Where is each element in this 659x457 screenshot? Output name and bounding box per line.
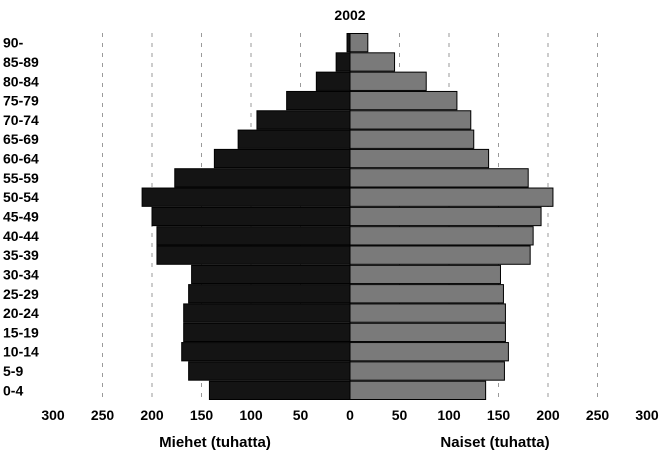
bar-women-70-74 xyxy=(349,110,472,130)
x-tick-label: 150 xyxy=(190,407,214,423)
bar-men-55-59 xyxy=(174,168,351,188)
bar-men-35-39 xyxy=(156,245,351,265)
x-tick-label: 150 xyxy=(487,407,511,423)
y-tick-label: 90- xyxy=(3,35,24,51)
x-tick-label: 0 xyxy=(346,407,354,423)
bars-group xyxy=(141,33,554,400)
bar-women-10-14 xyxy=(349,342,509,362)
bar-women-85-89 xyxy=(349,52,396,72)
bar-women-80-84 xyxy=(349,71,427,91)
bar-men-75-79 xyxy=(286,90,351,111)
x-axis-label-women: Naiset (tuhatta) xyxy=(440,434,549,451)
y-tick-label: 40-44 xyxy=(3,228,39,244)
y-tick-label: 0-4 xyxy=(3,382,23,398)
x-axis-label-men: Miehet (tuhatta) xyxy=(159,434,271,451)
bar-women-55-59 xyxy=(349,168,529,188)
bar-women-75-79 xyxy=(349,90,458,111)
bar-women-65-69 xyxy=(349,129,475,149)
y-tick-label: 85-89 xyxy=(3,54,39,70)
bar-men-40-44 xyxy=(156,226,351,246)
y-tick-label: 15-19 xyxy=(3,324,39,340)
bar-women-90- xyxy=(349,33,369,53)
bar-men-70-74 xyxy=(256,110,351,130)
y-tick-label: 25-29 xyxy=(3,286,39,302)
y-tick-label: 80-84 xyxy=(3,73,39,89)
bar-women-35-39 xyxy=(349,245,531,265)
x-tick-label: 300 xyxy=(635,407,659,423)
bar-men-30-34 xyxy=(191,264,351,285)
bar-women-40-44 xyxy=(349,226,534,246)
bar-women-15-19 xyxy=(349,322,506,343)
y-tick-label: 45-49 xyxy=(3,209,39,225)
y-tick-label: 50-54 xyxy=(3,189,39,205)
x-tick-label: 200 xyxy=(536,407,560,423)
bar-women-20-24 xyxy=(349,303,506,323)
y-tick-label: 75-79 xyxy=(3,93,39,109)
x-tick-labels: 300 250 200 150 100 50 0 50 100 150 200 250 300 xyxy=(41,407,659,423)
bar-women-50-54 xyxy=(349,187,554,207)
x-tick-label: 250 xyxy=(586,407,610,423)
y-tick-label: 70-74 xyxy=(3,112,39,128)
bar-women-5-9 xyxy=(349,361,505,381)
bar-women-30-34 xyxy=(349,264,501,285)
bar-men-15-19 xyxy=(183,322,351,343)
bar-women-45-49 xyxy=(349,206,542,227)
x-tick-label: 250 xyxy=(91,407,115,423)
bar-men-85-89 xyxy=(335,52,351,72)
bar-men-50-54 xyxy=(141,187,351,207)
x-tick-label: 100 xyxy=(437,407,461,423)
x-tick-label: 100 xyxy=(239,407,263,423)
chart-title: 2002 xyxy=(334,7,365,23)
x-tick-label: 50 xyxy=(293,407,309,423)
x-tick-label: 50 xyxy=(392,407,408,423)
bar-men-0-4 xyxy=(208,380,351,400)
bar-women-60-64 xyxy=(349,148,490,169)
y-tick-label: 35-39 xyxy=(3,247,39,263)
y-tick-label: 30-34 xyxy=(3,266,39,282)
y-tick-label: 5-9 xyxy=(3,363,23,379)
bar-men-5-9 xyxy=(188,361,351,381)
y-tick-label: 10-14 xyxy=(3,344,39,360)
x-tick-label: 300 xyxy=(41,407,65,423)
bar-men-45-49 xyxy=(151,206,351,227)
y-tick-label: 20-24 xyxy=(3,305,39,321)
bar-men-10-14 xyxy=(181,342,351,362)
bar-women-25-29 xyxy=(349,284,504,304)
bar-men-25-29 xyxy=(188,284,351,304)
bar-women-0-4 xyxy=(349,380,487,400)
bar-men-80-84 xyxy=(315,71,351,91)
bar-men-60-64 xyxy=(213,148,351,169)
y-tick-label: 65-69 xyxy=(3,131,39,147)
bar-men-65-69 xyxy=(237,129,351,149)
y-tick-label: 60-64 xyxy=(3,151,39,167)
x-tick-label: 200 xyxy=(140,407,164,423)
y-tick-label: 55-59 xyxy=(3,170,39,186)
bar-men-20-24 xyxy=(183,303,351,323)
y-tick-labels: 0-4 5-9 10-14 15-19 20-24 25-29 30-34 35-39 40-4… xyxy=(3,35,39,399)
